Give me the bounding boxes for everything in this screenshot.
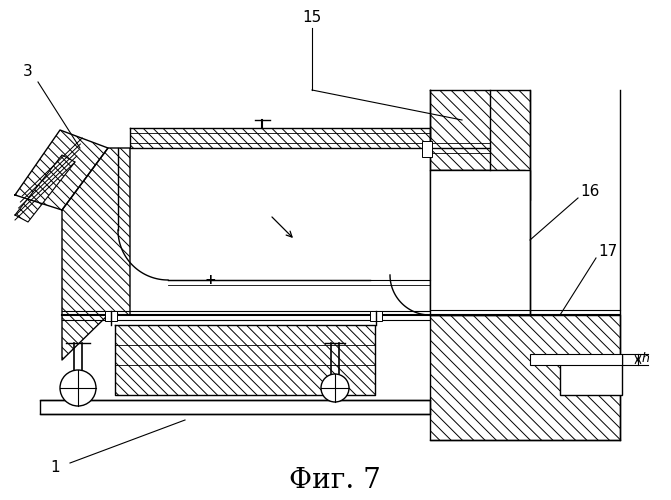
Text: +: + xyxy=(204,273,216,287)
Bar xyxy=(560,355,622,395)
Circle shape xyxy=(60,370,96,406)
Bar xyxy=(40,400,430,414)
PathPatch shape xyxy=(130,128,430,148)
Bar xyxy=(370,311,382,321)
Bar xyxy=(105,311,117,321)
Bar xyxy=(530,354,622,365)
Text: Фиг. 7: Фиг. 7 xyxy=(289,466,381,493)
PathPatch shape xyxy=(115,325,375,395)
Bar xyxy=(430,170,525,310)
Text: 3: 3 xyxy=(23,64,33,80)
Text: h: h xyxy=(642,352,650,366)
Bar xyxy=(422,141,432,157)
Bar xyxy=(430,170,530,315)
PathPatch shape xyxy=(430,90,530,200)
PathPatch shape xyxy=(62,148,130,360)
Circle shape xyxy=(321,374,349,402)
PathPatch shape xyxy=(430,315,620,440)
Text: 16: 16 xyxy=(580,184,599,200)
Text: 17: 17 xyxy=(598,244,617,260)
Text: 1: 1 xyxy=(50,460,60,475)
PathPatch shape xyxy=(15,130,108,210)
PathPatch shape xyxy=(15,155,75,222)
Text: 15: 15 xyxy=(303,10,321,26)
